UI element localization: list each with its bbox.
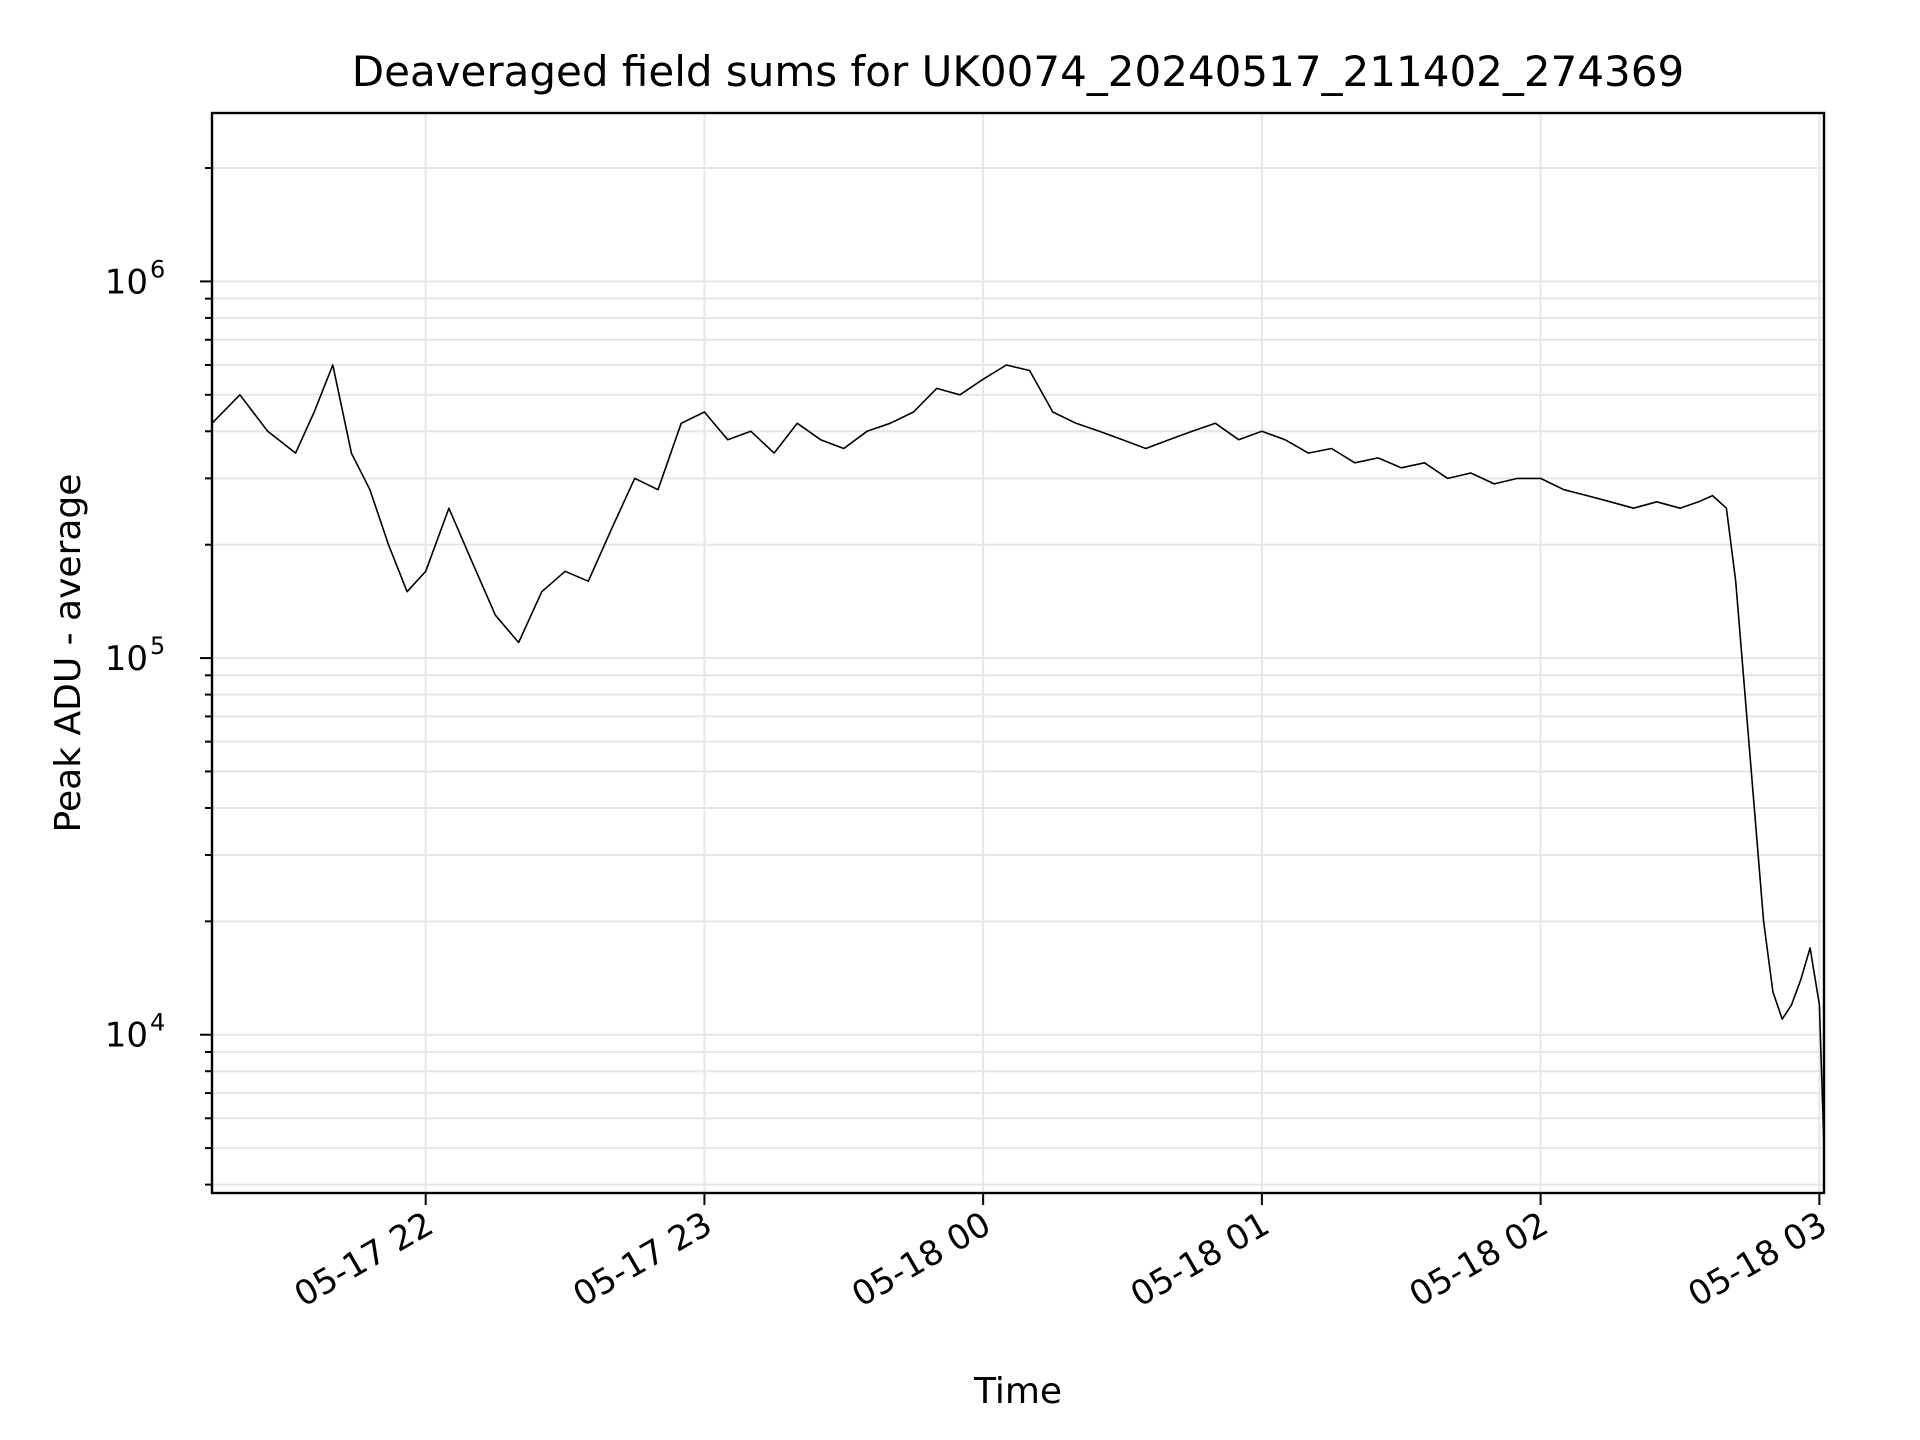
y-axis-label: Peak ADU - average xyxy=(48,474,89,833)
grid-lines xyxy=(212,113,1824,1193)
y-tick-label: 10 xyxy=(105,1016,148,1056)
y-tick-label-exponent: 6 xyxy=(150,255,165,283)
y-tick-label-exponent: 5 xyxy=(150,632,165,660)
axis-ticks xyxy=(200,167,1821,1205)
y-tick-label: 10 xyxy=(105,639,148,679)
plot-frame xyxy=(210,111,1826,1195)
y-tick-label: 10 xyxy=(105,262,148,302)
data-layer xyxy=(211,364,1825,1149)
chart-title: Deaveraged field sums for UK0074_2024051… xyxy=(352,47,1684,96)
series-line xyxy=(211,364,1825,1149)
x-axis-label: Time xyxy=(973,1371,1062,1412)
y-tick-label-exponent: 4 xyxy=(150,1009,165,1037)
